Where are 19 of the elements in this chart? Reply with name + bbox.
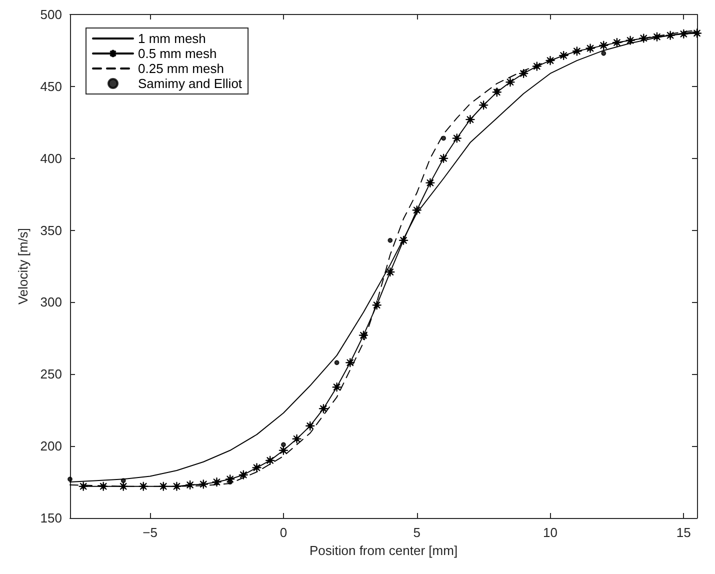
- y-tick-label: 500: [40, 7, 62, 22]
- y-tick-label: 300: [40, 294, 62, 310]
- x-axis-title: Position from center [mm]: [309, 542, 458, 558]
- legend-label: 0.25 mm mesh: [138, 61, 224, 76]
- y-tick-label: 350: [40, 222, 62, 238]
- legend-label: 0.5 mm mesh: [138, 46, 217, 61]
- y-tick-label: 200: [40, 438, 62, 454]
- x-tick-label: −5: [142, 525, 158, 540]
- x-tick-label: 10: [543, 525, 558, 540]
- legend-label: Samimy and Elliot: [138, 76, 242, 91]
- y-axis-title: Velocity [m/s]: [15, 228, 30, 305]
- x-tick-label: 0: [280, 525, 288, 540]
- x-tick-label: 15: [676, 525, 691, 540]
- y-tick-label: 400: [40, 150, 62, 166]
- y-tick-label: 250: [40, 366, 62, 382]
- y-tick-label: 150: [40, 510, 62, 526]
- y-tick-label: 450: [40, 78, 62, 94]
- x-tick-label: 5: [413, 525, 420, 540]
- legend-label: 1 mm mesh: [138, 31, 206, 46]
